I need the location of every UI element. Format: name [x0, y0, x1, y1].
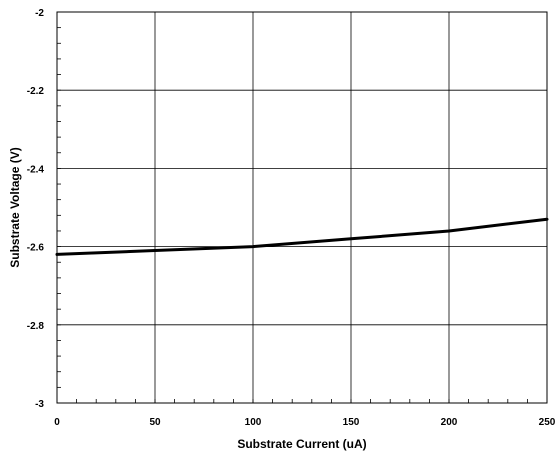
x-tick-label: 50	[149, 417, 161, 428]
y-tick-label: -2	[35, 8, 44, 19]
y-tick-label: -2.4	[27, 164, 45, 175]
x-tick-label: 200	[441, 417, 458, 428]
x-tick-label: 150	[343, 417, 360, 428]
x-tick-label: 0	[54, 417, 60, 428]
x-tick-label: 250	[539, 417, 556, 428]
grid-lines	[56, 11, 548, 404]
series-layer	[55, 217, 549, 256]
plot-area	[56, 11, 548, 404]
y-tick-label: -2.8	[27, 321, 45, 332]
y-tick-label: -2.6	[27, 243, 45, 254]
y-axis-tick-labels: -2 -2.2 -2.4 -2.6 -2.8 -3	[27, 8, 45, 410]
x-axis-tick-labels: 0 50 100 150 200 250	[54, 417, 556, 428]
y-axis-title: Substrate Voltage (V)	[8, 147, 22, 267]
minor-ticks	[56, 11, 548, 404]
y-tick-label: -3	[35, 399, 44, 410]
y-tick-label: -2.2	[27, 86, 45, 97]
x-tick-label: 100	[245, 417, 262, 428]
x-axis-title: Substrate Current (uA)	[237, 437, 366, 451]
data-series-line	[55, 217, 549, 256]
